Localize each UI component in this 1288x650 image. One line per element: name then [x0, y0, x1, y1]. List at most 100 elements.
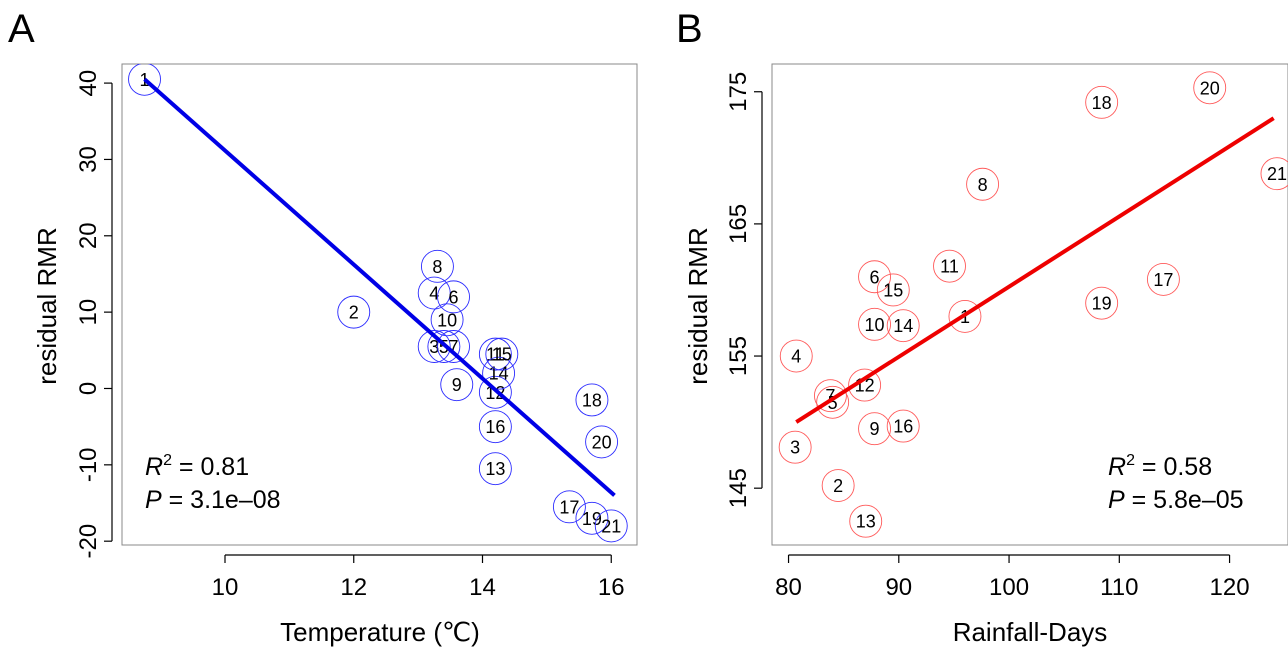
point-marker — [858, 260, 891, 294]
plot-area: 123456789101112131415161718192021 — [128, 64, 628, 543]
point-label: 7 — [449, 337, 459, 357]
point-label: 16 — [485, 417, 505, 437]
point-marker — [858, 307, 891, 341]
point-label: 6 — [870, 267, 880, 287]
point-marker — [821, 469, 855, 502]
x-tick-label: 100 — [989, 574, 1029, 601]
point-marker — [849, 504, 883, 538]
point-marker — [858, 412, 891, 446]
point-label: 4 — [791, 347, 801, 367]
point-marker — [1085, 286, 1119, 320]
x-axis-title: Rainfall-Days — [953, 617, 1108, 647]
point-marker — [966, 167, 1000, 201]
point-label: 9 — [452, 375, 462, 395]
x-tick-label: 12 — [340, 574, 367, 601]
point-label: 19 — [1092, 294, 1112, 314]
point-marker — [417, 276, 451, 310]
point-marker — [478, 410, 512, 444]
point-label: 18 — [582, 390, 602, 410]
point-label: 15 — [492, 345, 512, 365]
panel-a: A 10 12 14 16 -20 -10 0 10 20 30 40 Temperature (℃) r… — [8, 7, 638, 647]
point-label: 18 — [1092, 93, 1112, 113]
point-marker — [437, 280, 470, 314]
point-marker — [337, 295, 371, 329]
regression-line — [143, 77, 616, 497]
x-tick-label: 16 — [598, 574, 625, 601]
point-marker — [886, 409, 920, 443]
point-label: 17 — [1153, 270, 1173, 290]
panel-letter: B — [676, 7, 703, 51]
y-tick-label: -20 — [75, 524, 102, 559]
point-marker — [848, 368, 882, 402]
point-marker — [485, 337, 519, 371]
point-marker — [420, 249, 454, 283]
point-label: 6 — [449, 287, 459, 307]
point-label: 21 — [1267, 164, 1287, 184]
regression-line — [795, 116, 1275, 424]
point-marker — [813, 379, 847, 413]
r-squared-text: R2 = 0.81 — [145, 452, 249, 481]
point-marker — [440, 368, 474, 402]
x-tick-label: 14 — [469, 574, 496, 601]
point-marker — [552, 490, 586, 524]
point-marker — [1146, 262, 1180, 296]
p-value-text: P = 3.1e–08 — [145, 486, 281, 514]
point-label: 9 — [870, 419, 880, 439]
point-marker — [779, 339, 813, 373]
point-label: 3 — [429, 337, 439, 357]
x-tick-label: 110 — [1100, 574, 1138, 601]
point-label: 20 — [1200, 78, 1220, 98]
point-marker — [575, 383, 609, 417]
point-label: 3 — [790, 438, 800, 458]
point-marker — [478, 452, 512, 486]
point-label: 7 — [825, 386, 835, 406]
point-label: 2 — [833, 476, 843, 496]
point-marker — [948, 299, 982, 333]
y-tick-label: 175 — [725, 72, 752, 112]
point-label: 11 — [940, 257, 959, 277]
point-marker — [933, 249, 966, 283]
x-tick-label: 120 — [1210, 574, 1250, 601]
point-label: 20 — [592, 432, 612, 452]
plot-frame — [121, 63, 638, 546]
panel-b: B80 90 100 110 120145155165175Rainfall-Daysr… — [676, 7, 1288, 647]
y-tick-label: 165 — [725, 204, 752, 244]
point-label: 2 — [349, 303, 359, 323]
plot-area: 123456789101112131415161718192021 — [778, 71, 1288, 538]
point-label: 4 — [429, 284, 439, 304]
p-value-text: P = 5.8e–05 — [1108, 486, 1244, 514]
point-marker — [437, 330, 470, 363]
point-label: 14 — [893, 316, 913, 336]
x-tick-label: 80 — [775, 574, 802, 601]
point-marker — [417, 330, 451, 363]
point-marker — [886, 309, 920, 343]
point-marker — [575, 501, 609, 535]
y-axis-title: residual RMR — [683, 227, 713, 385]
point-label: 5 — [828, 393, 838, 413]
point-label: 16 — [893, 417, 913, 437]
y-tick-label: 10 — [75, 299, 102, 326]
point-marker — [1193, 71, 1227, 105]
point-marker — [427, 330, 461, 363]
panel-letter: A — [8, 7, 35, 51]
y-tick-label: 155 — [725, 336, 752, 376]
r-squared-text: R2 = 0.58 — [1108, 452, 1212, 481]
point-marker — [128, 64, 161, 96]
y-tick-label: 20 — [75, 222, 102, 249]
plot-frame — [771, 63, 1288, 546]
point-label: 17 — [559, 497, 579, 517]
point-label: 19 — [582, 509, 602, 529]
point-marker — [1260, 157, 1288, 191]
y-tick-label: 0 — [75, 382, 102, 395]
point-marker — [778, 430, 812, 464]
point-label: 8 — [978, 175, 988, 195]
point-marker — [585, 425, 619, 459]
point-label: 10 — [865, 315, 885, 335]
point-label: 14 — [489, 364, 509, 384]
y-tick-label: -10 — [75, 447, 102, 482]
point-label: 8 — [432, 257, 442, 277]
point-marker — [594, 509, 628, 543]
point-marker — [478, 375, 512, 409]
point-marker — [816, 385, 850, 419]
